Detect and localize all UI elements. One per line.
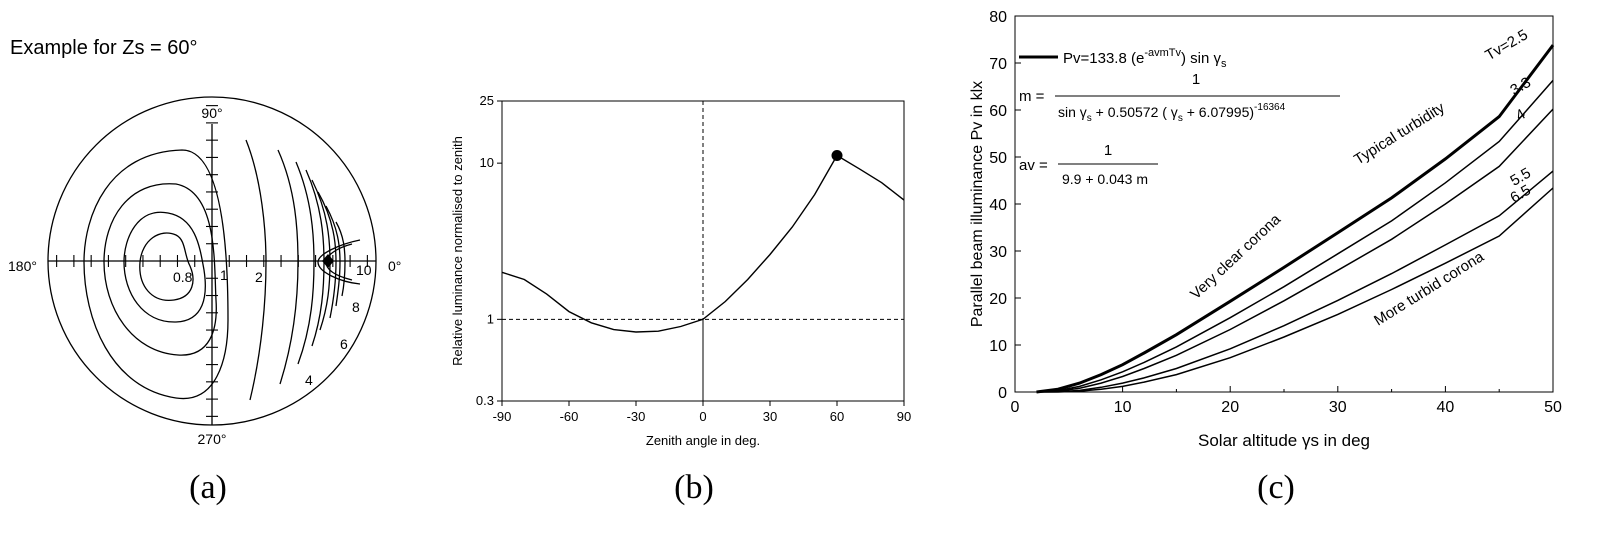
- contour-label-2: 2: [255, 269, 263, 285]
- caption-c: (c): [1257, 469, 1295, 506]
- y-tick-label: 40: [989, 197, 1007, 214]
- y-tick-label: 1: [487, 311, 494, 326]
- x-tick-label: 60: [830, 409, 844, 424]
- series-line-0: [1036, 44, 1555, 394]
- y-tick-label: 50: [989, 150, 1007, 167]
- formula-av-lhs: av =: [1019, 157, 1048, 174]
- contour-label-6: 6: [340, 336, 348, 352]
- formula-pv: Pv=133.8 (e-avmTv) sin γs: [1063, 47, 1227, 70]
- direction-label-top: 90°: [201, 105, 222, 121]
- panel-b-ticks: -90 -60 -30 0 30 60 90 0.3 1 10 25: [476, 93, 911, 424]
- contour-label-10: 10: [356, 262, 372, 278]
- formula-m-den-a: sin γ: [1058, 104, 1087, 120]
- sun-marker: [831, 149, 843, 161]
- direction-label-bottom: 270°: [198, 431, 227, 447]
- x-tick-label: 0: [699, 409, 706, 424]
- contour-label-0-8: 0.8: [173, 269, 193, 285]
- series-label-0: Tv=2.5: [1482, 26, 1531, 64]
- x-tick-label: 40: [1437, 399, 1455, 416]
- contour-0-8-outer: [123, 211, 206, 323]
- formula-m-den: sin γs + 0.50572 ( γs + 6.07995)-16364: [1058, 102, 1286, 124]
- panel-b-xlabel: Zenith angle in deg.: [646, 433, 760, 448]
- formula-pv-sub: s: [1221, 58, 1227, 70]
- series-line-2: [1036, 108, 1554, 393]
- panel-b-ylabel: Relative luminance normalised to zenith: [450, 136, 465, 366]
- y-tick-label: 80: [989, 9, 1007, 26]
- series-line-3: [1036, 170, 1554, 393]
- formula-pv-lhs: Pv=133.8 (e: [1063, 50, 1144, 67]
- y-tick-label: 25: [480, 93, 494, 108]
- panel-c: 0 10 20 30 40 50 0 10 20 30 40 50 60 70 80 Tv=2.53.345…: [969, 9, 1562, 506]
- illuminance-curves: [1036, 44, 1555, 394]
- panel-b: -90 -60 -30 0 30 60 90 0.3 1 10 25 Zenith angle in…: [450, 93, 911, 506]
- contour-1: [103, 183, 217, 356]
- contour-11: [317, 239, 361, 285]
- x-tick-label: 30: [1329, 399, 1347, 416]
- series-line-1: [1036, 79, 1554, 393]
- contour-label-1: 1: [220, 267, 228, 283]
- contour-2: [245, 139, 267, 401]
- x-tick-label: -30: [627, 409, 646, 424]
- panel-a-title: Example for Zs = 60°: [10, 37, 198, 59]
- y-tick-label: 10: [989, 338, 1007, 355]
- formula-pv-exp: -avmTv: [1144, 47, 1181, 59]
- contour-8: [325, 205, 341, 307]
- formula-m-den-exp: -16364: [1254, 102, 1286, 113]
- y-tick-label: 30: [989, 244, 1007, 261]
- direction-label-right: 0°: [388, 258, 401, 274]
- formula-m-sub-1: s: [1087, 113, 1092, 124]
- formula-m-den-b: + 0.50572 ( γ: [1092, 104, 1178, 120]
- contour-label-8: 8: [352, 299, 360, 315]
- polar-axis-ticks: [56, 105, 368, 417]
- y-tick-label: 0.3: [476, 393, 494, 408]
- x-tick-label: 50: [1544, 399, 1562, 416]
- caption-a: (a): [189, 469, 227, 506]
- contour-label-4: 4: [305, 372, 313, 388]
- x-tick-label: 90: [897, 409, 911, 424]
- contour-5: [305, 169, 325, 347]
- annotation-typical: Typical turbidity: [1351, 99, 1448, 168]
- caption-b: (b): [674, 469, 714, 506]
- formula-m-den-c: + 6.07995): [1183, 104, 1254, 120]
- y-tick-label: 10: [480, 155, 494, 170]
- annotation-very-clear: Very clear corona: [1187, 210, 1284, 302]
- contour-3: [277, 149, 299, 385]
- y-tick-label: 20: [989, 291, 1007, 308]
- panel-c-xlabel: Solar altitude γs in deg: [1198, 431, 1370, 450]
- panel-c-frame: [1014, 15, 1554, 393]
- panel-c-ylabel: Parallel beam illuminance Pv in klx: [969, 81, 986, 327]
- panel-c-ticks: 0 10 20 30 40 50 0 10 20 30 40 50 60 70 80: [989, 9, 1562, 416]
- series-label-4: 6.5: [1507, 182, 1534, 207]
- direction-label-left: 180°: [8, 258, 37, 274]
- y-tick-label: 60: [989, 103, 1007, 120]
- formula-av-num: 1: [1104, 142, 1112, 159]
- annotation-more-turbid: More turbid corona: [1371, 248, 1487, 329]
- x-tick-label: 0: [1011, 399, 1020, 416]
- y-tick-label: 70: [989, 56, 1007, 73]
- formula-av-den: 9.9 + 0.043 m: [1062, 171, 1148, 187]
- series-labels: Tv=2.53.345.56.5: [1482, 26, 1534, 206]
- contour-0-8: [139, 232, 194, 301]
- contour-9: [335, 221, 346, 297]
- contour-7: [317, 191, 337, 319]
- contour-1-outer: [83, 149, 229, 400]
- x-tick-label: 30: [763, 409, 777, 424]
- panel-a: Example for Zs = 60° 90° 180° 0° 270° 0.…: [8, 37, 401, 506]
- reference-lines: [502, 101, 904, 401]
- y-tick-label: 0: [998, 385, 1007, 402]
- x-tick-label: 10: [1114, 399, 1132, 416]
- formula-m-sub-2: s: [1178, 113, 1183, 124]
- series-line-4: [1036, 187, 1554, 393]
- sun-position-marker: [322, 254, 334, 268]
- contour-4: [295, 161, 315, 365]
- x-tick-label: -60: [560, 409, 579, 424]
- formula-pv-rhs: ) sin γ: [1181, 50, 1222, 67]
- x-tick-label: 20: [1221, 399, 1239, 416]
- series-label-2: 4: [1513, 106, 1529, 125]
- x-tick-label: -90: [493, 409, 512, 424]
- formula-m-num: 1: [1192, 71, 1200, 88]
- formula-m-lhs: m =: [1019, 88, 1045, 105]
